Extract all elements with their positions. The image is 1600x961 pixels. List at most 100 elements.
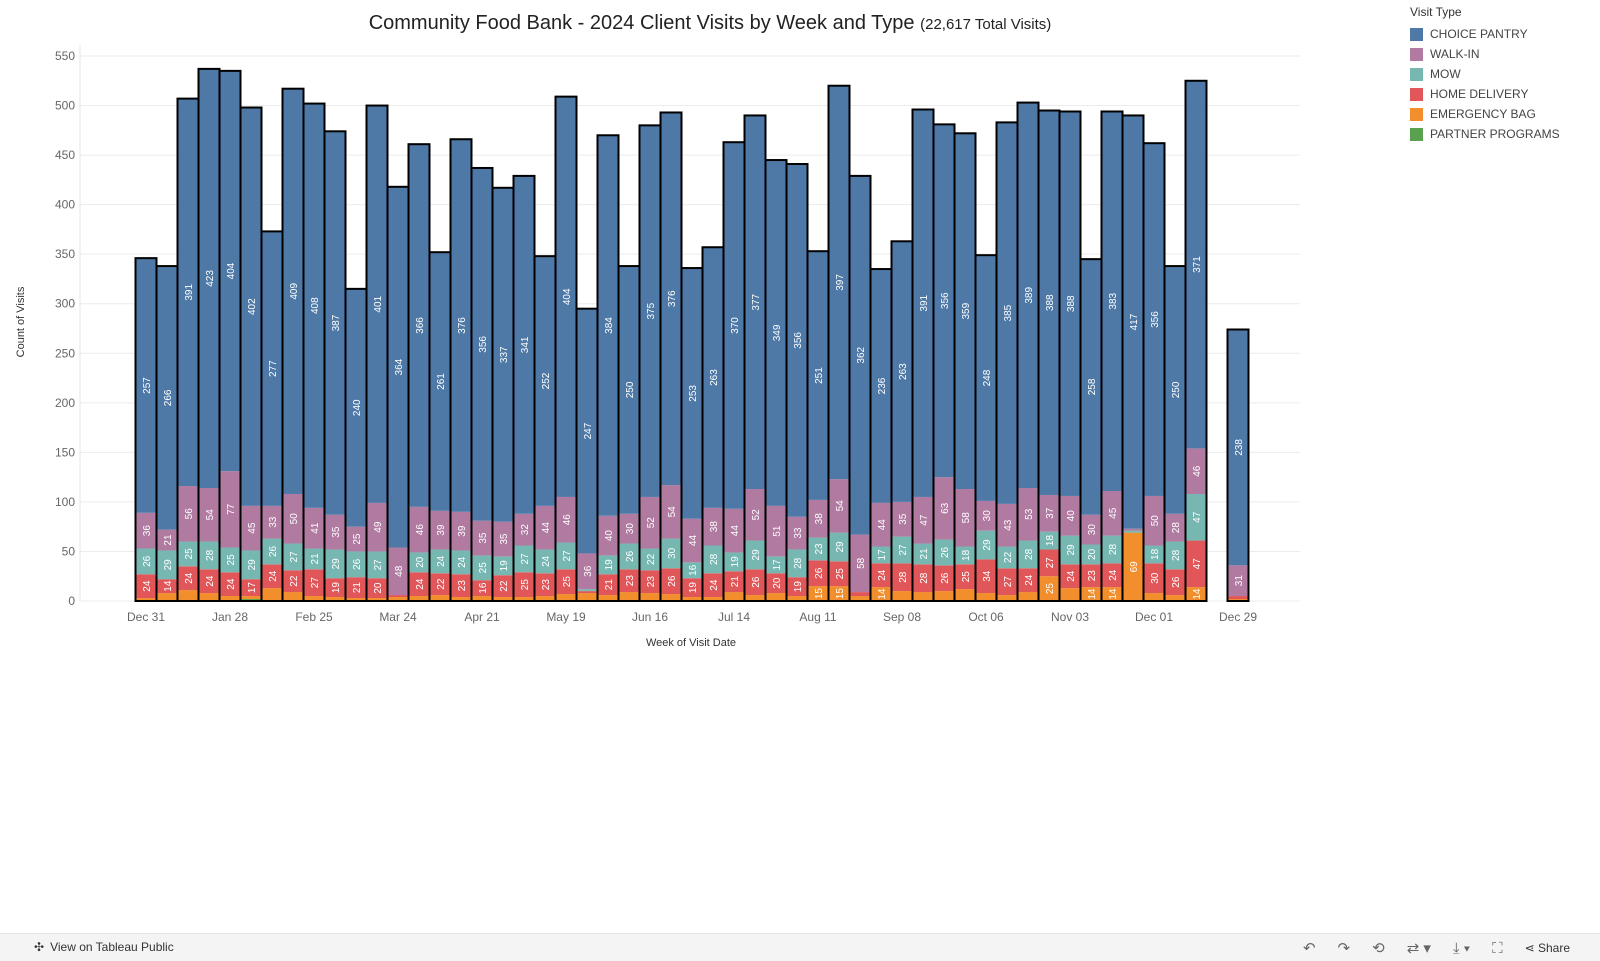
bar-segment[interactable] — [1038, 549, 1060, 577]
bar-segment[interactable] — [240, 550, 262, 580]
bar-segment[interactable] — [723, 552, 745, 572]
bar-segment[interactable] — [471, 596, 493, 601]
bar-segment[interactable] — [492, 597, 514, 601]
bar-segment[interactable] — [639, 570, 661, 594]
bar-segment[interactable] — [219, 471, 241, 548]
bar-segment[interactable] — [597, 595, 619, 601]
bar-segment[interactable] — [786, 549, 808, 578]
bar-segment[interactable] — [891, 241, 913, 502]
bar-segment[interactable] — [1017, 540, 1039, 569]
bar-segment[interactable] — [303, 596, 325, 601]
bar-segment[interactable] — [408, 596, 430, 601]
bar-segment[interactable] — [513, 597, 535, 601]
bar-segment[interactable] — [912, 564, 934, 593]
bar-segment[interactable] — [1143, 495, 1165, 546]
bar-segment[interactable] — [828, 532, 850, 562]
bar-segment[interactable] — [912, 543, 934, 565]
undo-icon[interactable]: ↶ — [1302, 940, 1316, 957]
bar-segment[interactable] — [450, 139, 472, 512]
bar-segment[interactable] — [1227, 565, 1249, 597]
bar-segment[interactable] — [156, 579, 178, 594]
bar-segment[interactable] — [954, 546, 976, 565]
bar-segment[interactable] — [849, 175, 871, 535]
bar-segment[interactable] — [366, 105, 388, 503]
bar-segment[interactable] — [702, 597, 724, 601]
bar-segment[interactable] — [1038, 110, 1060, 495]
bar-segment[interactable] — [849, 534, 871, 593]
bar-segment[interactable] — [1080, 544, 1102, 565]
bar-segment[interactable] — [534, 256, 556, 506]
legend-item[interactable]: EMERGENCY BAG — [1410, 104, 1560, 124]
bar-segment[interactable] — [933, 124, 955, 478]
bar-segment[interactable] — [723, 142, 745, 509]
bar-segment[interactable] — [702, 573, 724, 598]
bar-segment[interactable] — [618, 266, 640, 514]
bar-segment[interactable] — [1143, 143, 1165, 496]
bar-segment[interactable] — [597, 555, 619, 575]
bar-segment[interactable] — [240, 579, 262, 597]
bar-segment[interactable] — [618, 592, 640, 601]
bar-segment[interactable] — [471, 520, 493, 556]
bar-segment[interactable] — [975, 593, 997, 601]
bar-segment[interactable] — [975, 255, 997, 501]
bar-segment[interactable] — [849, 596, 871, 601]
bar-segment[interactable] — [576, 308, 598, 554]
bar-segment[interactable] — [660, 112, 682, 486]
fullscreen-icon[interactable]: ⛶ — [1492, 939, 1503, 957]
bar-segment[interactable] — [576, 593, 598, 601]
bar-segment[interactable] — [366, 551, 388, 579]
bar-segment[interactable] — [786, 596, 808, 601]
bar-segment[interactable] — [513, 175, 535, 514]
bar-segment[interactable] — [954, 589, 976, 601]
bar-segment[interactable] — [576, 553, 598, 590]
bar-segment[interactable] — [198, 541, 220, 570]
bar-segment[interactable] — [261, 505, 283, 539]
bar-segment[interactable] — [870, 546, 892, 564]
bar-segment[interactable] — [765, 556, 787, 574]
bar-segment[interactable] — [450, 550, 472, 575]
bar-segment[interactable] — [513, 545, 535, 573]
bar-segment[interactable] — [1059, 535, 1081, 565]
bar-segment[interactable] — [702, 247, 724, 508]
bar-segment[interactable] — [828, 479, 850, 533]
bar-segment[interactable] — [408, 572, 430, 597]
bar-segment[interactable] — [177, 486, 199, 542]
bar-segment[interactable] — [303, 548, 325, 570]
bar-segment[interactable] — [870, 587, 892, 601]
bar-segment[interactable] — [1164, 595, 1186, 601]
bar-segment[interactable] — [135, 598, 157, 601]
bar-segment[interactable] — [282, 493, 304, 544]
bar-segment[interactable] — [408, 506, 430, 553]
revert-icon[interactable]: ⟲ — [1372, 940, 1385, 957]
bar-segment[interactable] — [1143, 593, 1165, 601]
bar-segment[interactable] — [1227, 329, 1249, 566]
bar-segment[interactable] — [1101, 535, 1123, 564]
bar-segment[interactable] — [324, 549, 346, 579]
bar-segment[interactable] — [954, 564, 976, 590]
bar-segment[interactable] — [555, 542, 577, 570]
bar-segment[interactable] — [660, 594, 682, 601]
bar-segment[interactable] — [639, 593, 661, 601]
bar-segment[interactable] — [1122, 532, 1144, 601]
bar-segment[interactable] — [261, 564, 283, 589]
bar-segment[interactable] — [555, 96, 577, 497]
bar-segment[interactable] — [555, 496, 577, 543]
bar-segment[interactable] — [429, 549, 451, 574]
bar-segment[interactable] — [135, 512, 157, 549]
bar-segment[interactable] — [471, 580, 493, 597]
bar-segment[interactable] — [702, 507, 724, 546]
bar-segment[interactable] — [1038, 531, 1060, 550]
bar-segment[interactable] — [534, 505, 556, 550]
bar-segment[interactable] — [1059, 495, 1081, 536]
bar-segment[interactable] — [450, 574, 472, 598]
bar-segment[interactable] — [765, 505, 787, 557]
bar-segment[interactable] — [345, 288, 367, 527]
bar-segment[interactable] — [240, 107, 262, 506]
bar-segment[interactable] — [975, 500, 997, 531]
bar-segment[interactable] — [219, 70, 241, 472]
bar-segment[interactable] — [849, 592, 871, 597]
bar-segment[interactable] — [744, 489, 766, 541]
bar-segment[interactable] — [597, 574, 619, 596]
bar-segment[interactable] — [492, 556, 514, 576]
bar-segment[interactable] — [534, 596, 556, 601]
